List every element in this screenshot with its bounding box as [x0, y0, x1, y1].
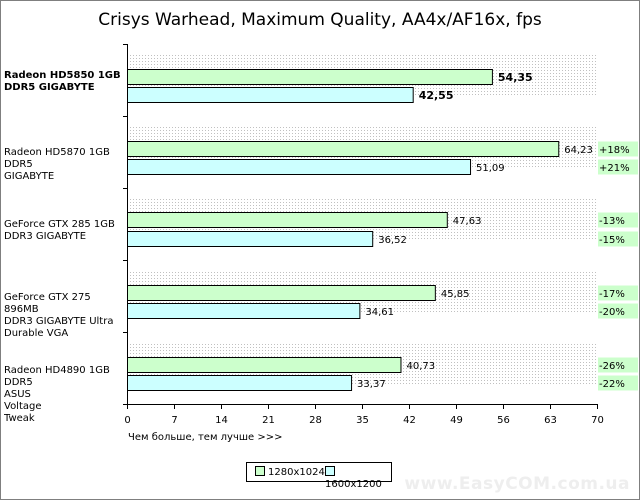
bar	[127, 212, 448, 228]
data-label: 36,52	[378, 235, 407, 246]
x-tick-label: 63	[544, 415, 557, 426]
watermark: www.EasyCOM.com.ua	[404, 474, 630, 494]
bar	[127, 375, 353, 391]
legend-swatch-1280	[255, 466, 265, 476]
bars	[127, 69, 560, 391]
bar	[127, 159, 472, 175]
data-label: 51,09	[476, 163, 505, 174]
bar	[127, 303, 361, 319]
percent-box	[598, 141, 638, 157]
category-label: GeForce GTX 275 896MB DDR3 GIGABYTE Ultr…	[4, 292, 114, 339]
data-label: 64,23	[564, 145, 593, 156]
category-label: Radeon HD4890 1GB DDR5 ASUS Voltage Twea…	[4, 365, 110, 424]
data-label: 45,85	[441, 289, 470, 300]
bar	[127, 87, 414, 103]
percent-box	[598, 375, 638, 391]
percent-box	[598, 212, 638, 228]
x-tick-label: 7	[171, 415, 177, 426]
percent-label: -22%	[599, 379, 625, 390]
data-label: 42,55	[419, 89, 454, 102]
category-label: Radeon HD5850 1GB DDR5 GIGABYTE	[4, 70, 121, 93]
percent-label: +21%	[599, 163, 630, 174]
percent-box	[598, 231, 638, 247]
data-label: 47,63	[453, 216, 482, 227]
percent-labels: +18% -13% -17% -26% +21% -15% -20% -22%	[598, 141, 638, 391]
bar	[127, 231, 374, 247]
legend-item-1600: 1600x1200	[325, 466, 391, 490]
percent-box	[598, 159, 638, 175]
x-tick-label: 49	[450, 415, 463, 426]
percent-label: +18%	[599, 145, 630, 156]
x-tick-label: 35	[356, 415, 369, 426]
legend-label-1600: 1600x1200	[325, 479, 382, 490]
category-label: GeForce GTX 285 1GB DDR3 GIGABYTE	[4, 219, 115, 242]
percent-label: -20%	[599, 307, 625, 318]
legend: 1280x1024 1600x1200	[246, 462, 392, 490]
bar	[127, 285, 436, 301]
data-label: 54,35	[498, 71, 533, 84]
data-labels: 54,35 64,23 47,63 45,85 40,73 42,55 51,09 36,52…	[357, 71, 593, 390]
chart-title: Crisys Warhead, Maximum Quality, AA4x/AF…	[98, 10, 542, 30]
percent-label: -15%	[599, 235, 625, 246]
data-label: 33,37	[357, 379, 386, 390]
category-label: Radeon HD5870 1GB DDR5 GIGABYTE	[4, 147, 110, 182]
bar	[127, 69, 493, 85]
bar	[127, 141, 560, 157]
x-tick-label: 0	[124, 415, 130, 426]
percent-box	[598, 357, 638, 373]
legend-swatch-1600	[325, 466, 335, 476]
percent-label: -26%	[599, 361, 625, 372]
data-label: 34,61	[365, 307, 394, 318]
x-tick-label: 28	[309, 415, 322, 426]
percent-label: -13%	[599, 216, 625, 227]
bar	[127, 357, 402, 373]
percent-box	[598, 285, 638, 301]
x-tick-label: 14	[215, 415, 228, 426]
legend-item-1280: 1280x1024	[255, 466, 325, 478]
x-tick-label: 21	[262, 415, 275, 426]
data-label: 40,73	[406, 361, 435, 372]
x-axis: 0 7 14 21 28 35 42 49 56 63 70	[123, 44, 604, 426]
legend-label-1280: 1280x1024	[268, 467, 325, 478]
percent-box	[598, 303, 638, 319]
x-tick-label: 70	[591, 415, 604, 426]
x-axis-label: Чем больше, тем лучше >>>	[128, 432, 283, 443]
x-tick-label: 42	[403, 415, 416, 426]
percent-label: -17%	[599, 289, 625, 300]
x-tick-label: 56	[497, 415, 510, 426]
